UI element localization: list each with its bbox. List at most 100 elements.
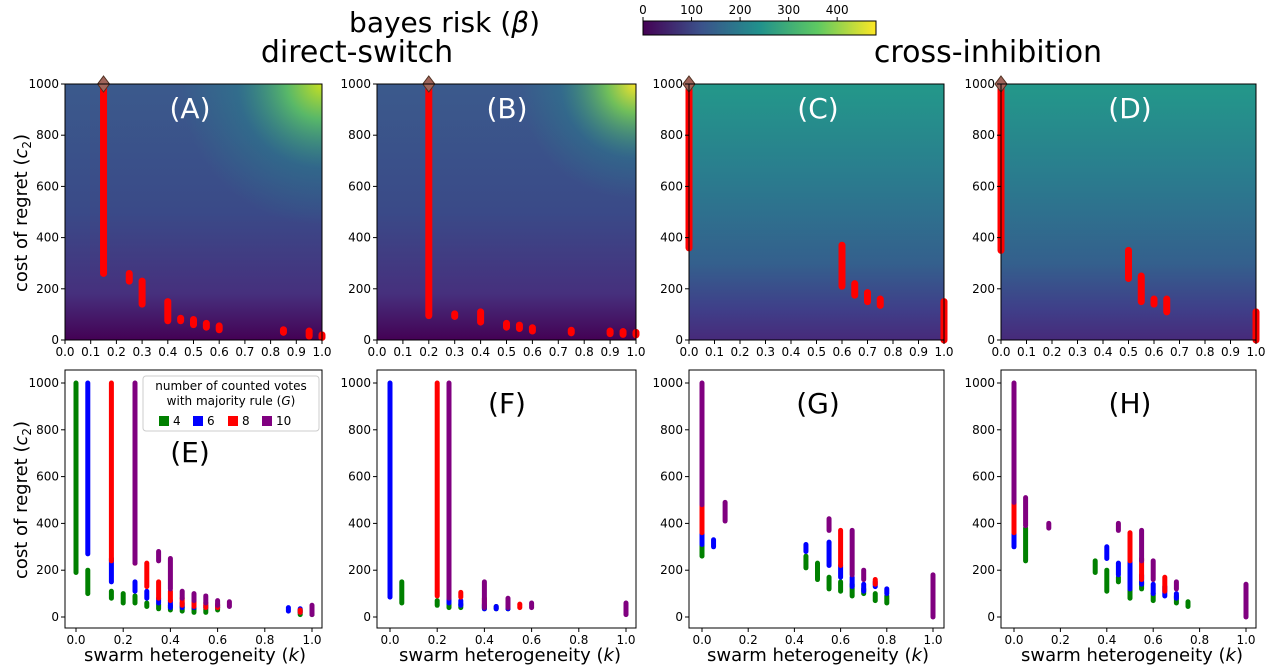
x-tick-label: 0.9 xyxy=(287,345,306,359)
y-tick-label: 200 xyxy=(972,282,995,296)
y-tick-label: 600 xyxy=(348,470,371,484)
y-tick-label: 800 xyxy=(36,128,59,142)
legend-box xyxy=(142,375,320,432)
legend: number of counted votes with majority ru… xyxy=(142,375,320,432)
y-tick-label: 600 xyxy=(36,470,59,484)
x-tick-label: 0.2 xyxy=(419,345,438,359)
x-tick-label: 1.0 xyxy=(626,345,645,359)
legend-swatch-10 xyxy=(262,416,272,426)
x-tick-label: 0.1 xyxy=(393,345,412,359)
x-tick-label: 0.6 xyxy=(832,345,851,359)
x-tick-label: 0.0 xyxy=(367,345,386,359)
y-tick-label: 1000 xyxy=(964,376,995,390)
y-tick-label: 1000 xyxy=(340,376,371,390)
x-tick-label: 0.4 xyxy=(1097,633,1116,647)
x-tick-label: 0.8 xyxy=(255,633,274,647)
y-tick-label: 200 xyxy=(660,282,683,296)
x-tick-label: 0.7 xyxy=(858,345,877,359)
legend-label-8: 8 xyxy=(242,414,250,428)
y-tick-label: 600 xyxy=(348,179,371,193)
y-tick-label: 0 xyxy=(51,610,59,624)
x-tick-label: 0.8 xyxy=(1195,345,1214,359)
y-tick-label: 1000 xyxy=(652,77,683,91)
xlabel-e: swarm heterogeneity (k) xyxy=(84,645,306,666)
x-tick-label: 1.0 xyxy=(302,633,321,647)
y-tick-label: 200 xyxy=(348,563,371,577)
colorbar: bayes risk (β) 0 100 200 300 400 xyxy=(349,3,877,39)
x-tick-label: 0.1 xyxy=(81,345,100,359)
x-tick-label: 1.0 xyxy=(923,633,942,647)
x-tick-label: 0.7 xyxy=(549,345,568,359)
y-tick-label: 200 xyxy=(660,563,683,577)
heatmap-c xyxy=(689,84,944,340)
axes-frame xyxy=(688,369,945,629)
axes-frame xyxy=(376,369,637,629)
x-tick-label: 1.0 xyxy=(1246,345,1265,359)
x-tick-label: 0.5 xyxy=(807,345,826,359)
y-tick-label: 200 xyxy=(36,282,59,296)
y-tick-label: 600 xyxy=(660,470,683,484)
x-tick-label: 0.0 xyxy=(55,345,74,359)
x-tick-label: 0.4 xyxy=(781,345,800,359)
legend-swatch-8 xyxy=(228,416,238,426)
legend-swatch-4 xyxy=(159,416,169,426)
panel-label: (G) xyxy=(796,387,840,420)
x-tick-label: 0.2 xyxy=(730,345,749,359)
x-tick-label: 0.9 xyxy=(1221,345,1240,359)
x-tick-label: 0.7 xyxy=(235,345,254,359)
y-tick-label: 400 xyxy=(348,516,371,530)
heatmap-backgrounds xyxy=(65,84,1256,340)
panel-f: 0.0 0.2 0.4 0.6 0.8 1.0 0 200 400 600 800 1000 (F) xyxy=(340,369,637,647)
y-tick-label: 600 xyxy=(972,470,995,484)
y-tick-label: 400 xyxy=(348,231,371,245)
x-tick-label: 0.2 xyxy=(1042,345,1061,359)
x-tick-label: 1.0 xyxy=(934,345,953,359)
x-tick-label: 0.8 xyxy=(569,633,588,647)
panel-g: 0.0 0.2 0.4 0.6 0.8 1.0 0 200 400 600 800 1000 (G) xyxy=(652,369,945,647)
legend-entries: 4 6 8 10 xyxy=(159,414,291,428)
x-tick-label: 0.6 xyxy=(1144,633,1163,647)
x-tick-label: 0.6 xyxy=(522,633,541,647)
x-tick-label: 0.7 xyxy=(1170,345,1189,359)
x-tick-label: 0.8 xyxy=(877,633,896,647)
x-tick-label: 0.1 xyxy=(1017,345,1036,359)
x-tick-label: 0.0 xyxy=(1004,633,1023,647)
y-tick-label: 0 xyxy=(363,610,371,624)
panel-label: (H) xyxy=(1109,387,1152,420)
x-tick-label: 0.0 xyxy=(692,633,711,647)
panel-label: (D) xyxy=(1108,92,1151,125)
x-tick-label: 0.6 xyxy=(831,633,850,647)
x-tick-label: 0.8 xyxy=(261,345,280,359)
legend-swatch-6 xyxy=(193,416,203,426)
y-tick-label: 800 xyxy=(972,128,995,142)
y-tick-label: 600 xyxy=(660,179,683,193)
y-tick-label: 600 xyxy=(972,179,995,193)
panels: 0.0 0.1 0.2 0.3 0.4 0.5 0.6 0.7 0.8 0.9 1.00200400… xyxy=(28,75,1266,647)
colorbar-gradient xyxy=(642,20,877,36)
group-title-cross-inhibition: cross-inhibition xyxy=(874,35,1102,70)
x-tick-label: 0.8 xyxy=(883,345,902,359)
heatmap-a-corner xyxy=(65,84,322,340)
panel-e: 0.0 0.2 0.4 0.6 0.8 1.0 0 200 400 600 800 1000 (E) xyxy=(28,369,323,647)
legend-label-10: 10 xyxy=(276,414,291,428)
y-tick-label: 800 xyxy=(348,128,371,142)
x-tick-label: 0.2 xyxy=(1051,633,1070,647)
legend-label-4: 4 xyxy=(173,414,181,428)
y-tick-label: 400 xyxy=(36,516,59,530)
y-tick-label: 0 xyxy=(987,610,995,624)
x-tick-label: 0.3 xyxy=(756,345,775,359)
y-tick-label: 800 xyxy=(36,423,59,437)
x-tick-label: 0.6 xyxy=(523,345,542,359)
y-tick-label: 400 xyxy=(972,516,995,530)
y-tick-label: 400 xyxy=(36,231,59,245)
y-tick-label: 400 xyxy=(972,231,995,245)
panel-b: 0.0 0.1 0.2 0.3 0.4 0.5 0.6 0.7 0.8 0.9 1.0 0 200 400… xyxy=(340,75,646,359)
y-tick-label: 600 xyxy=(36,179,59,193)
y-tick-label: 800 xyxy=(660,423,683,437)
x-tick-label: 0.1 xyxy=(705,345,724,359)
panel-label: (B) xyxy=(486,92,527,125)
x-tick-label: 0.0 xyxy=(380,633,399,647)
panel-label: (E) xyxy=(170,436,210,469)
y-tick-label: 0 xyxy=(363,333,371,347)
x-tick-label: 0.4 xyxy=(158,345,177,359)
